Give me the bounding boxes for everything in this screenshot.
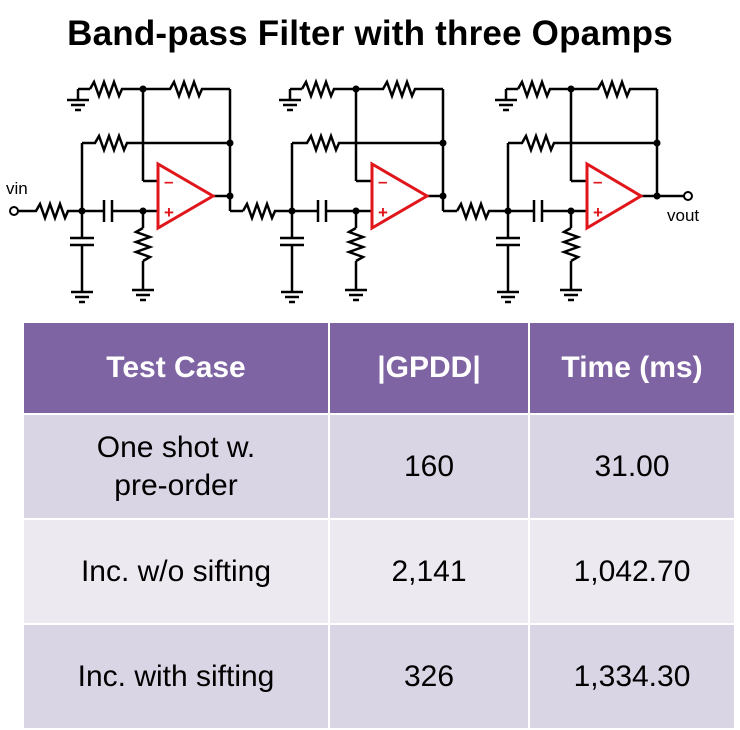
- vin-terminal: [9, 206, 19, 216]
- opamp-1-triangle: [156, 161, 216, 231]
- cell-time: 31.00: [528, 413, 736, 520]
- opamp-2-minus: –: [378, 172, 387, 191]
- cell-test-case-line1: One shot w.: [96, 431, 256, 464]
- cell-gpdd: 160: [328, 413, 530, 520]
- results-table: Test Case |GPDD| Time (ms) One shot w. p…: [22, 321, 736, 730]
- opamp-stage-3: [496, 78, 659, 292]
- cell-test-case: Inc. with sifting: [22, 623, 330, 730]
- cell-gpdd: 2,141: [328, 518, 530, 625]
- table-row: Inc. with sifting 326 1,334.30: [22, 623, 736, 730]
- vout-label: vout: [667, 206, 699, 225]
- vout-terminal: [683, 191, 693, 201]
- opamp-2-plus: +: [378, 203, 388, 222]
- cell-gpdd: 326: [328, 623, 530, 730]
- cell-test-case: Inc. w/o sifting: [22, 518, 330, 625]
- header-gpdd: |GPDD|: [328, 321, 530, 415]
- opamp-1-minus: –: [164, 172, 173, 191]
- band-pass-filter-schematic: vin vout – +: [6, 78, 699, 304]
- opamp-2-triangle: [370, 161, 430, 231]
- opamp-1-plus: +: [164, 203, 174, 222]
- opamp-3-minus: –: [593, 172, 602, 191]
- header-test-case: Test Case: [22, 321, 330, 415]
- opamp-3-triangle: [585, 161, 644, 231]
- cell-test-case-line2: pre-order: [114, 468, 238, 502]
- figure-title: Band-pass Filter with three Opamps: [67, 14, 673, 53]
- table-row: Inc. w/o sifting 2,141 1,042.70: [22, 518, 736, 625]
- cell-test-case: One shot w. pre-order: [22, 413, 330, 520]
- table-row: One shot w. pre-order 160 31.00: [22, 413, 736, 520]
- vin-label: vin: [6, 179, 28, 198]
- header-time: Time (ms): [528, 321, 736, 415]
- table-header-row: Test Case |GPDD| Time (ms): [22, 321, 736, 415]
- opamp-3-plus: +: [593, 203, 603, 222]
- cell-time: 1,042.70: [528, 518, 736, 625]
- opamp-stage-1: [18, 78, 292, 292]
- opamp-stage-2: [280, 78, 508, 292]
- cell-time: 1,334.30: [528, 623, 736, 730]
